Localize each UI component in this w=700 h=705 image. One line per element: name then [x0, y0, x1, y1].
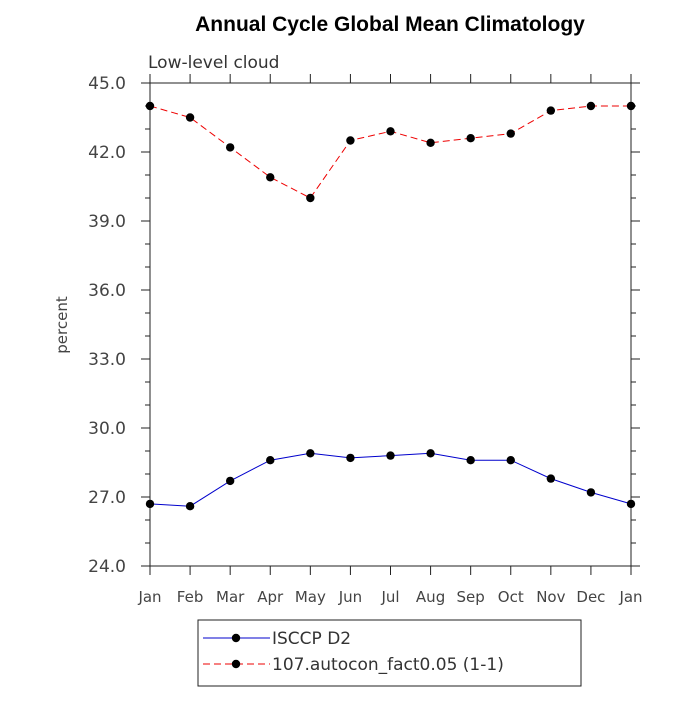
data-point [466, 456, 475, 465]
x-tick-label: Oct [498, 588, 524, 606]
x-tick-label: Feb [177, 588, 204, 606]
series-line [149, 105, 631, 199]
y-tick-label: 27.0 [88, 488, 126, 508]
x-tick-label: Jul [380, 588, 399, 606]
x-tick-label: May [295, 588, 326, 606]
x-tick-label: Nov [536, 588, 565, 606]
x-tick-label: Mar [216, 588, 245, 606]
data-point [506, 456, 515, 465]
y-tick-label: 30.0 [88, 419, 126, 439]
plot-frame [149, 82, 632, 567]
data-point [266, 173, 275, 182]
x-tick-label: Jan [137, 588, 161, 606]
data-point [626, 101, 636, 111]
legend: ISCCP D2 107.autocon_fact0.05 (1-1) [197, 619, 582, 687]
x-tick-label: Jun [338, 588, 362, 606]
y-tick-label: 39.0 [88, 212, 126, 232]
data-point [626, 499, 636, 509]
chart-subtitle: Low-level cloud [148, 53, 279, 73]
data-point [346, 453, 355, 463]
data-point [266, 456, 275, 465]
data-point [225, 143, 235, 152]
data-point [546, 106, 556, 115]
data-point [185, 502, 195, 511]
legend-label: 107.autocon_fact0.05 (1-1) [272, 655, 504, 675]
x-tick-label: Sep [457, 588, 485, 606]
y-tick-label: 42.0 [88, 143, 126, 163]
data-point [145, 499, 155, 509]
data-point [426, 449, 435, 458]
chart-title: Annual Cycle Global Mean Climatology [195, 13, 585, 36]
x-tick-label: Apr [257, 588, 284, 606]
y-tick-label: 45.0 [88, 74, 126, 94]
data-point [466, 134, 475, 143]
x-tick-label: Aug [416, 588, 445, 606]
x-tick-label: Dec [576, 588, 605, 606]
data-point [386, 451, 395, 460]
y-tick-label: 24.0 [88, 557, 126, 577]
data-point [185, 113, 195, 122]
y-axis-label: percent [53, 296, 71, 354]
legend-box [197, 619, 582, 687]
y-tick-label: 36.0 [88, 281, 126, 301]
data-point [506, 129, 515, 138]
plot-series [145, 101, 636, 511]
data-point [586, 488, 596, 497]
data-point [306, 193, 315, 203]
series-line [149, 452, 632, 507]
legend-label: ISCCP D2 [272, 629, 351, 649]
data-point [546, 474, 556, 483]
x-tick-label: Jan [618, 588, 642, 606]
y-tick-label: 33.0 [88, 350, 126, 370]
data-point [145, 101, 155, 111]
series-1 [145, 449, 636, 511]
data-point [346, 136, 355, 145]
legend-marker [231, 633, 241, 643]
data-point [586, 101, 596, 111]
axes: 24.0 27.0 30.0 33.0 36.0 39.0 42.0 45.0 Jan Feb Ma… [88, 74, 643, 606]
data-point [225, 476, 235, 486]
data-point [426, 138, 435, 147]
data-point [386, 127, 395, 136]
series-2 [145, 101, 636, 203]
data-point [306, 449, 315, 458]
legend-marker [231, 659, 241, 669]
